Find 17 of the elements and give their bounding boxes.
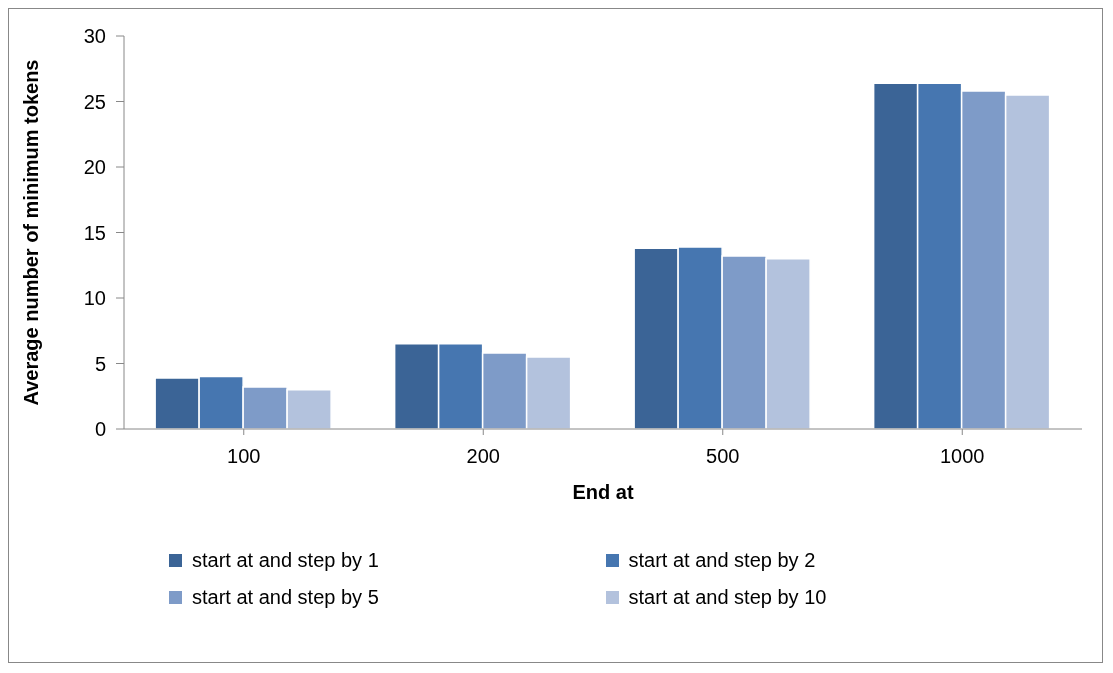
y-axis-title: Average number of minimum tokens	[20, 59, 43, 406]
x-tick-label: 200	[466, 445, 500, 468]
y-tick-label: 25	[83, 90, 106, 113]
y-tick-label: 5	[94, 352, 106, 375]
legend-label: start at and step by 5	[192, 586, 379, 609]
x-tick-label: 500	[706, 445, 740, 468]
x-axis-title: End at	[572, 481, 634, 503]
y-tick-label: 30	[83, 25, 106, 48]
y-tick-label: 10	[83, 287, 106, 310]
legend-label: start at and step by 2	[628, 549, 816, 572]
legend-label: start at and step by 10	[628, 586, 827, 609]
x-tick-label: 100	[227, 445, 261, 468]
y-tick-label: 20	[83, 156, 106, 179]
y-tick-label: 15	[83, 221, 106, 244]
y-tick-label: 0	[94, 418, 106, 441]
x-tick-label: 1000	[940, 445, 985, 468]
legend-label: start at and step by 1	[192, 549, 379, 572]
